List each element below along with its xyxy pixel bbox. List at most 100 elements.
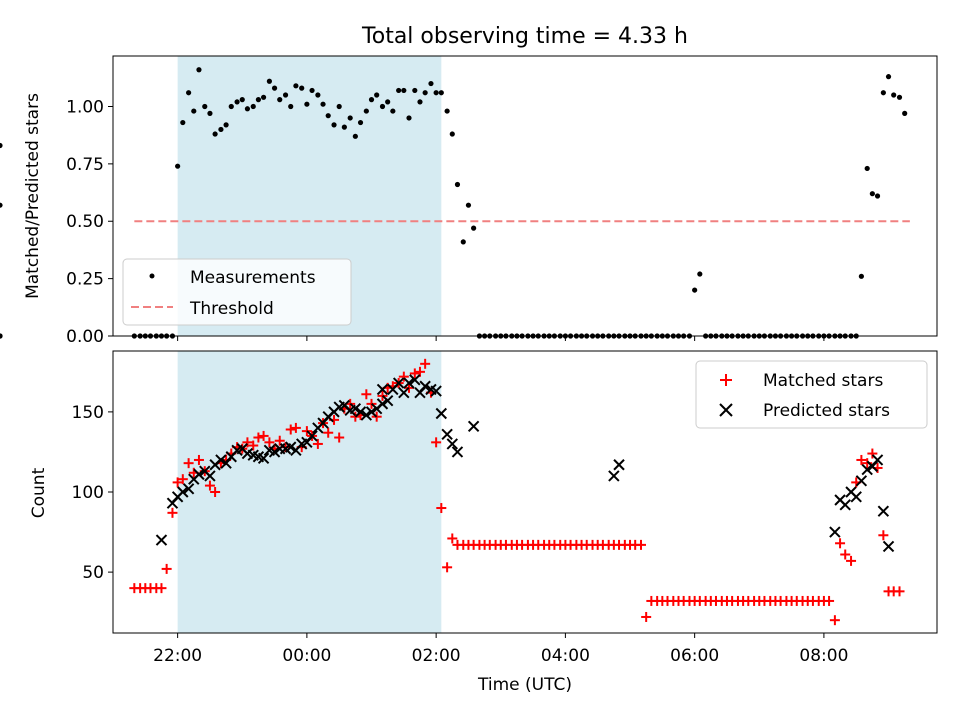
matched-star-point: [156, 583, 167, 594]
predicted-star-point: [451, 446, 464, 458]
matched-star-point: [894, 586, 905, 597]
matched-star-point: [856, 454, 867, 465]
predicted-star-point: [392, 377, 405, 389]
measurement-point: [864, 165, 870, 172]
measurement-point: [417, 99, 423, 105]
measurement-point: [180, 119, 186, 126]
y-tick-label: 0.00: [66, 327, 104, 347]
x-tick-label: 08:00: [799, 646, 848, 666]
matched-star-point: [840, 549, 851, 560]
matched-star-point: [210, 487, 221, 497]
predicted-star-point: [155, 534, 168, 546]
measurement-point: [438, 90, 444, 96]
legend-measurement-marker: [149, 273, 155, 279]
measurement-point: [304, 101, 310, 107]
matched-star-point: [835, 538, 846, 549]
top-x-ticks: [177, 336, 825, 341]
matched-star-point: [204, 480, 215, 491]
legend-predicted-marker: [719, 403, 733, 417]
measurement-point: [396, 87, 402, 94]
predicted-star-point: [376, 383, 389, 396]
predicted-star-point: [285, 441, 297, 453]
predicted-star-point: [855, 475, 868, 487]
top-legend: Measurements Threshold: [122, 258, 352, 326]
measurement-point: [357, 119, 364, 126]
predicted-star-point: [268, 446, 281, 458]
measurement-point: [244, 106, 251, 112]
predicted-star-point: [177, 486, 189, 498]
measurement-point: [406, 115, 412, 121]
matched-star-point: [436, 503, 447, 514]
matched-star-point: [447, 533, 458, 544]
measurement-point: [902, 110, 908, 116]
matched-star-point: [274, 435, 285, 446]
y-tick-label: 0.50: [66, 212, 104, 232]
measurement-point: [374, 92, 380, 98]
matched-star-point: [253, 432, 264, 443]
predicted-star-point: [215, 454, 227, 466]
y-tick-label: 150: [72, 403, 104, 423]
legend-threshold-label: Threshold: [189, 299, 274, 319]
matched-star-point: [177, 474, 188, 485]
measurement-point: [320, 101, 326, 107]
predicted-star-point: [381, 394, 394, 407]
predicted-stars-points: [155, 374, 895, 553]
matched-star-point: [398, 371, 409, 382]
measurement-point: [266, 78, 272, 84]
measurement-point: [234, 99, 240, 105]
measurement-point: [309, 87, 315, 94]
matched-star-point: [829, 615, 840, 626]
measurement-point: [874, 193, 881, 199]
bottom-x-ticks: 22:00 00:00 02:00 04:00 06:00 08:00: [153, 633, 848, 666]
measurement-point: [299, 85, 305, 91]
predicted-star-point: [839, 499, 851, 511]
bottom-observing-window-shade: [177, 351, 442, 633]
predicted-star-point: [398, 386, 410, 399]
matched-star-point: [361, 389, 372, 400]
measurement-point: [697, 271, 703, 277]
matched-star-point: [264, 437, 275, 448]
measurement-point: [401, 87, 407, 94]
legend-measurements-label: Measurements: [190, 268, 316, 288]
measurement-point: [858, 273, 864, 279]
top-y-ticks: 0.00 0.25 0.50 0.75 1.00: [66, 97, 113, 347]
measurement-point: [869, 191, 875, 197]
measurement-point: [412, 87, 418, 94]
predicted-star-point: [850, 491, 862, 503]
measurement-point: [891, 92, 897, 98]
measurement-point: [692, 287, 698, 293]
measurement-point: [175, 163, 181, 169]
bottom-y-axis-label: Count: [29, 467, 49, 518]
y-tick-label: 0.75: [66, 155, 104, 175]
matched-star-point: [641, 611, 652, 622]
measurement-point: [207, 110, 213, 116]
matched-star-point: [167, 507, 178, 518]
measurement-point: [325, 113, 331, 119]
matched-star-point: [193, 454, 204, 465]
measurement-point: [885, 74, 892, 80]
matched-star-point: [878, 530, 889, 541]
matched-star-point: [334, 432, 345, 443]
predicted-star-point: [829, 526, 841, 538]
matched-star-point: [258, 430, 269, 441]
predicted-star-point: [349, 402, 362, 415]
measurement-point: [444, 108, 450, 114]
measurement-point: [390, 108, 396, 114]
bottom-legend: Matched stars Predicted stars: [695, 360, 928, 429]
predicted-star-point: [608, 470, 620, 482]
measurement-point: [336, 103, 342, 110]
measurement-point: [0, 142, 3, 149]
matched-star-point: [242, 437, 253, 448]
legend-matched-marker: [720, 374, 732, 386]
predicted-star-point: [446, 438, 459, 450]
measurement-point: [218, 126, 224, 133]
measurement-point: [471, 225, 477, 231]
predicted-star-point: [435, 407, 448, 420]
predicted-star-point: [193, 468, 205, 481]
measurement-point: [212, 131, 218, 137]
predicted-star-point: [430, 385, 442, 397]
predicted-star-point: [204, 470, 216, 482]
predicted-star-point: [365, 406, 378, 418]
measurement-point: [896, 94, 903, 100]
top-plot-frame: [112, 55, 938, 337]
